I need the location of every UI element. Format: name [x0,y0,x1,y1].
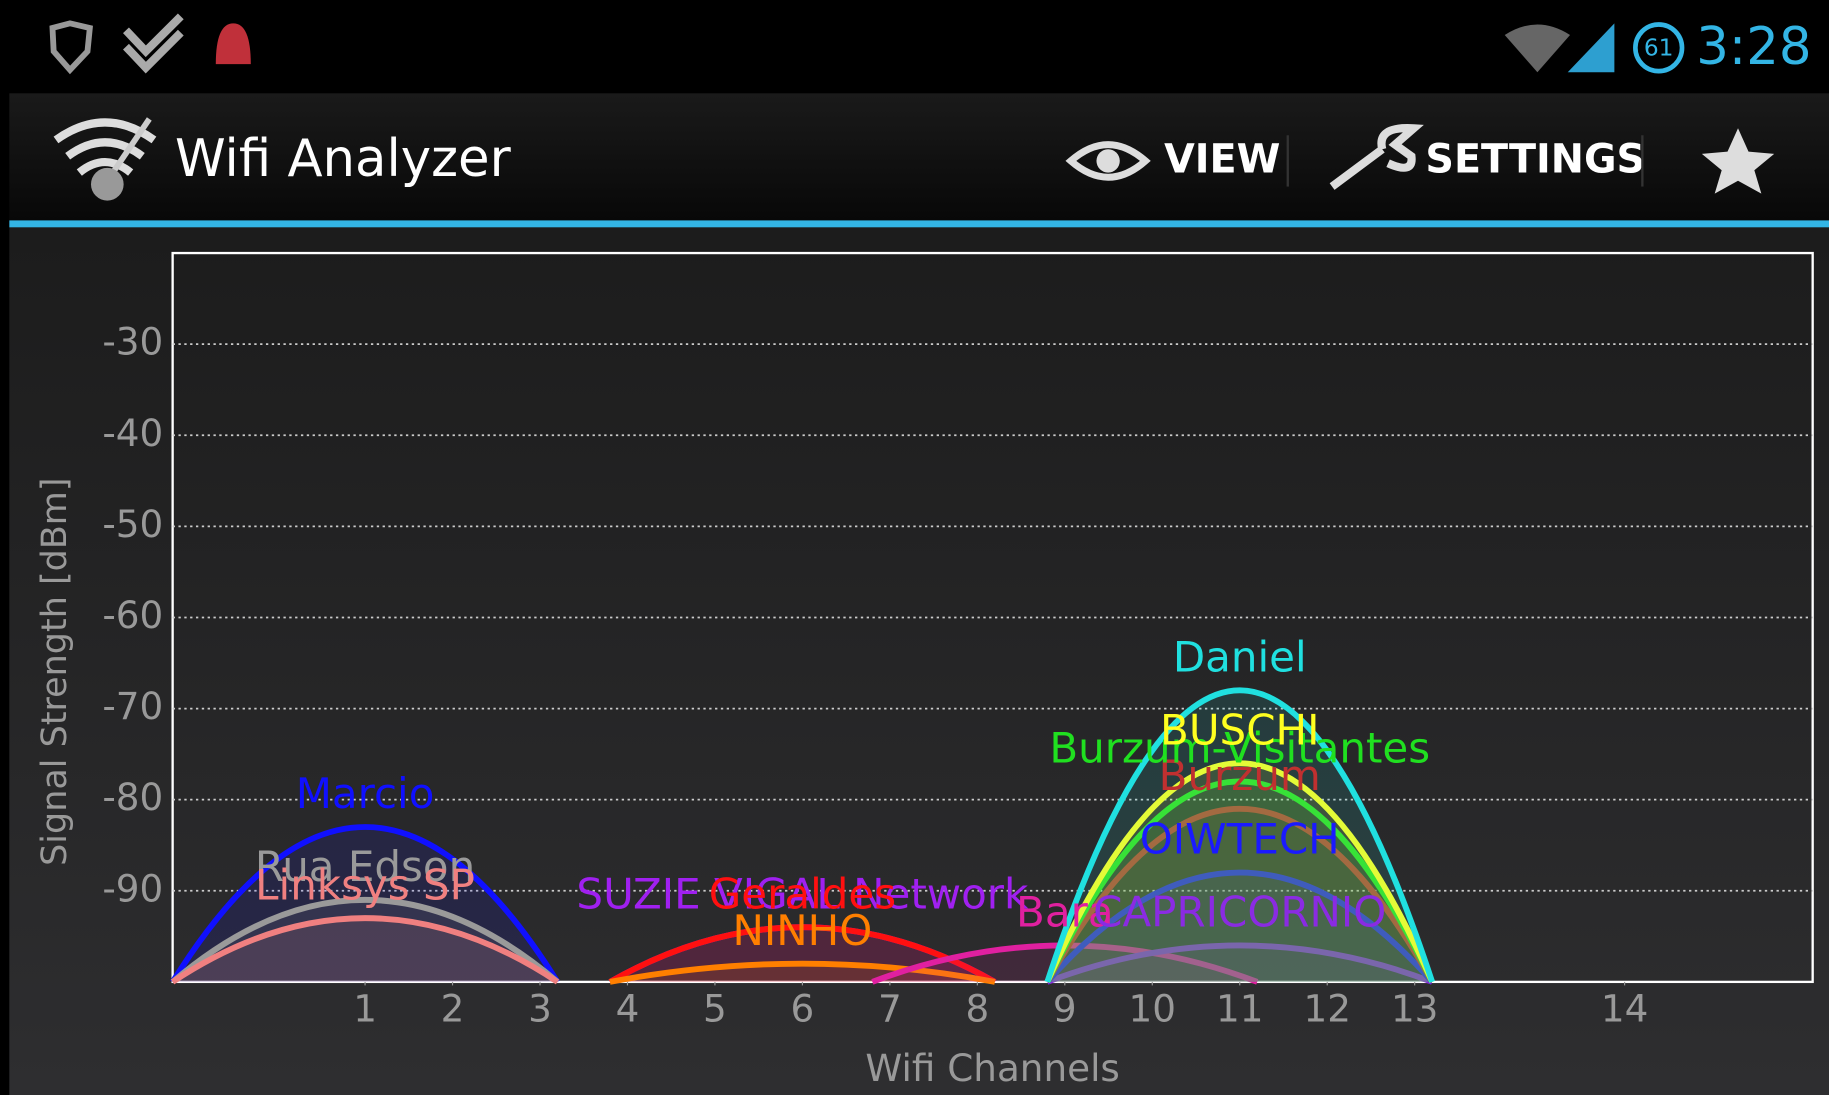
network-label: Marcio [296,769,435,818]
x-tick-label: 6 [791,987,815,1031]
y-tick-label: -50 [102,502,163,546]
app-bar-divider [9,220,1829,227]
network-label: Daniel [1173,633,1307,682]
x-tick-label: 1 [353,987,377,1031]
y-tick-label: -30 [102,320,163,364]
x-tick-label: 11 [1216,987,1263,1031]
network-label: CAPRICORNIO [1093,888,1386,937]
x-tick-label: 13 [1391,987,1438,1031]
network-label: OIWTECH [1140,815,1340,864]
y-axis-label: Signal Strength [dBm] [35,477,75,865]
x-tick-label: 5 [703,987,727,1031]
x-tick-label: 3 [528,987,552,1031]
y-tick-label: -40 [102,411,163,455]
y-tick-label: -80 [102,775,163,819]
y-tick-label: -90 [102,866,163,910]
x-tick-label: 14 [1601,987,1648,1031]
x-tick-label: 12 [1303,987,1350,1031]
y-tick-label: -60 [102,593,163,637]
app-title: Wifi Analyzer [175,129,512,189]
x-tick-label: 7 [878,987,902,1031]
x-axis-label: Wifi Channels [865,1046,1119,1090]
clock: 3:28 [1696,17,1811,77]
x-tick-label: 2 [441,987,465,1031]
battery-level: 61 [1644,34,1674,61]
screen: 61 3:28 Wifi Analyzer VIEW SETTINGS Sign… [0,0,1829,1095]
view-label[interactable]: VIEW [1164,137,1280,183]
network-label: NINHO [733,906,873,955]
y-tick-label: -70 [102,684,163,728]
x-tick-label: 9 [1053,987,1077,1031]
settings-label[interactable]: SETTINGS [1425,137,1645,183]
view-button[interactable]: VIEW [1071,137,1281,183]
x-tick-label: 8 [965,987,989,1031]
network-label: BUSCHI [1160,705,1319,754]
x-tick-label: 10 [1129,987,1176,1031]
x-tick-label: 4 [616,987,640,1031]
network-label: Linksys SP [255,860,475,909]
